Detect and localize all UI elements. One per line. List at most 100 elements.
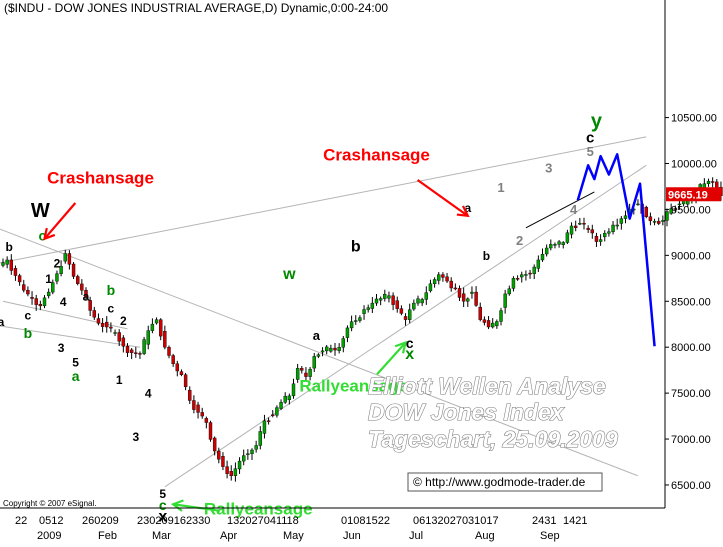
watermark-line-2: DOW Jones Index xyxy=(368,399,565,425)
candle-body xyxy=(184,375,187,387)
wave-label: c xyxy=(108,301,115,315)
candle-body xyxy=(375,299,378,303)
price-marker-label: 9665.19 xyxy=(668,189,708,201)
candle-body xyxy=(587,228,590,229)
candle-body xyxy=(226,467,229,474)
candle-body xyxy=(549,244,552,248)
candle-body xyxy=(470,292,473,293)
candle-body xyxy=(39,304,42,306)
candle-body xyxy=(72,264,75,276)
candle-body xyxy=(616,225,619,226)
candle-body xyxy=(574,226,577,228)
wave-label: a xyxy=(0,315,5,329)
time-tick-label: 260209 xyxy=(82,515,119,527)
chart-title: ($INDU - DOW JONES INDUSTRIAL AVERAGE,D)… xyxy=(4,1,388,15)
candle-body xyxy=(209,423,212,440)
candle-body xyxy=(109,327,112,328)
candle-body xyxy=(138,353,141,354)
candle-body xyxy=(583,223,586,224)
candle-body xyxy=(197,405,200,413)
candle-body xyxy=(566,233,569,243)
candle-body xyxy=(18,276,21,282)
candle-body xyxy=(371,303,374,308)
candle-body xyxy=(408,310,411,320)
candle-body xyxy=(155,320,158,323)
candle-body xyxy=(68,254,71,265)
wave-label: 4 xyxy=(60,295,67,309)
candle-body xyxy=(479,307,482,320)
candle-body xyxy=(475,292,478,305)
wave-label: 2 xyxy=(54,256,61,270)
candle-body xyxy=(338,347,341,350)
time-tick-label: 01081522 xyxy=(341,515,390,527)
candle-body xyxy=(159,320,162,336)
candle-body xyxy=(367,308,370,310)
candle-body xyxy=(524,274,527,275)
candle-body xyxy=(537,260,540,268)
candle-body xyxy=(624,216,627,219)
candle-body xyxy=(711,181,714,182)
candle-body xyxy=(126,346,129,352)
wave-label: 3 xyxy=(58,341,65,355)
candle-body xyxy=(31,297,34,298)
candle-body xyxy=(143,340,146,354)
candle-body xyxy=(325,347,328,351)
source-box: © http://www.godmode-trader.de xyxy=(408,473,602,491)
candle-body xyxy=(163,331,166,347)
candle-body xyxy=(620,219,623,224)
wave-label: 2 xyxy=(120,314,127,328)
candle-body xyxy=(661,220,664,221)
candle-body xyxy=(300,368,303,370)
candle-body xyxy=(93,310,96,317)
wave-label: y xyxy=(591,111,603,133)
candle-body xyxy=(363,310,366,314)
candle-body xyxy=(529,273,532,274)
time-tick-label: 1421 xyxy=(563,515,587,527)
candle-body xyxy=(55,274,58,281)
wave-label: 1 xyxy=(497,180,504,195)
candle-body xyxy=(570,226,573,234)
watermark-line-3: Tageschart, 25.09.2009 xyxy=(368,426,618,452)
candle-body xyxy=(180,372,183,375)
wave-label: b xyxy=(6,240,13,254)
candle-body xyxy=(313,356,316,368)
source-label: © http://www.godmode-trader.de xyxy=(413,475,586,489)
price-tick-label: 7500.00 xyxy=(671,388,711,400)
candle-body xyxy=(321,351,324,352)
candle-body xyxy=(43,298,46,306)
candle-body xyxy=(284,396,287,402)
candle-body xyxy=(255,445,258,449)
time-month-label: Sep xyxy=(540,530,560,542)
candle-body xyxy=(64,254,67,262)
candle-body xyxy=(6,260,9,264)
candle-body xyxy=(653,221,656,222)
candle-body xyxy=(26,290,29,294)
candle-body xyxy=(454,288,457,289)
candle-body xyxy=(666,212,669,221)
candle-body xyxy=(354,321,357,322)
candle-body xyxy=(491,323,494,327)
candle-body xyxy=(400,309,403,314)
wave-label: w xyxy=(282,266,296,283)
candle-body xyxy=(425,293,428,300)
wave-label: 5 xyxy=(587,144,594,159)
wave-label: a xyxy=(72,368,80,384)
candle-body xyxy=(134,353,137,354)
candle-body xyxy=(130,350,133,353)
candle-body xyxy=(649,217,652,221)
candle-body xyxy=(462,294,465,302)
candle-body xyxy=(383,294,386,298)
time-tick-label: 06132027031017 xyxy=(413,515,499,527)
candle-body xyxy=(213,438,216,451)
time-tick-label: 2431 xyxy=(532,515,556,527)
candle-body xyxy=(2,263,5,266)
candle-body xyxy=(392,296,395,305)
time-month-label: Jun xyxy=(343,530,361,542)
candle-body xyxy=(541,254,544,260)
candle-body xyxy=(599,240,602,242)
watermark-line-1: Elliott Wellen Analyse xyxy=(368,373,606,399)
wave-label: x xyxy=(405,346,414,363)
candle-body xyxy=(404,316,407,319)
wave-label: a xyxy=(313,328,321,343)
